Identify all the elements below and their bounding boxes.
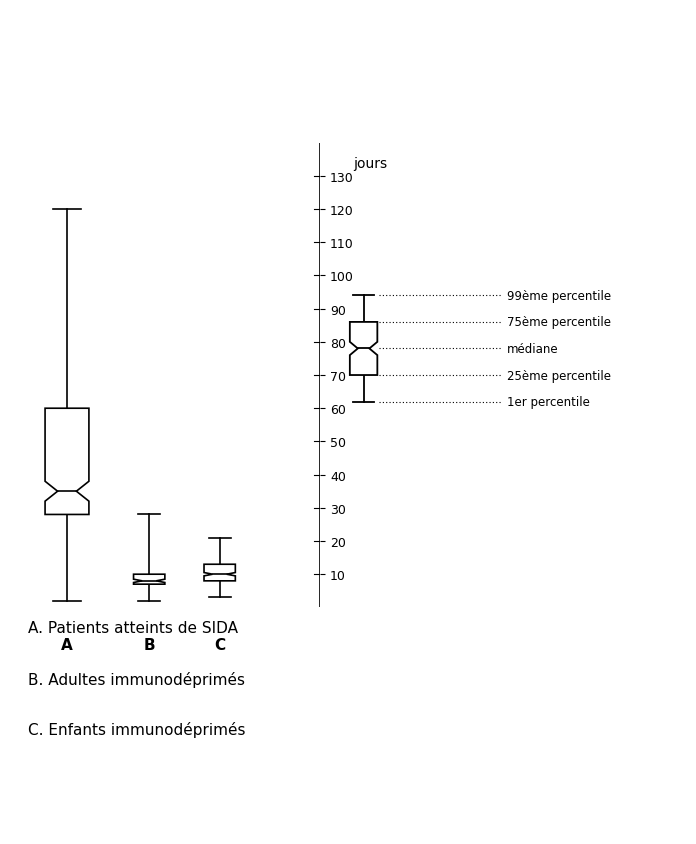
Text: C. Enfants immunodéprimés: C. Enfants immunodéprimés	[28, 722, 245, 738]
Text: C: C	[214, 637, 226, 652]
Polygon shape	[350, 322, 377, 376]
Polygon shape	[45, 408, 89, 515]
Text: 25ème percentile: 25ème percentile	[507, 369, 610, 382]
Text: 99ème percentile: 99ème percentile	[507, 289, 610, 302]
Text: A: A	[61, 637, 73, 652]
Text: 1er percentile: 1er percentile	[507, 396, 590, 408]
Text: B: B	[143, 637, 155, 652]
Text: 75ème percentile: 75ème percentile	[507, 316, 610, 329]
Text: médiane: médiane	[507, 343, 558, 355]
Text: A. Patients atteints de SIDA: A. Patients atteints de SIDA	[28, 620, 238, 636]
Text: jours: jours	[354, 157, 388, 170]
Polygon shape	[204, 565, 235, 582]
Polygon shape	[134, 575, 165, 584]
Text: B. Adultes immunodéprimés: B. Adultes immunodéprimés	[28, 671, 245, 687]
